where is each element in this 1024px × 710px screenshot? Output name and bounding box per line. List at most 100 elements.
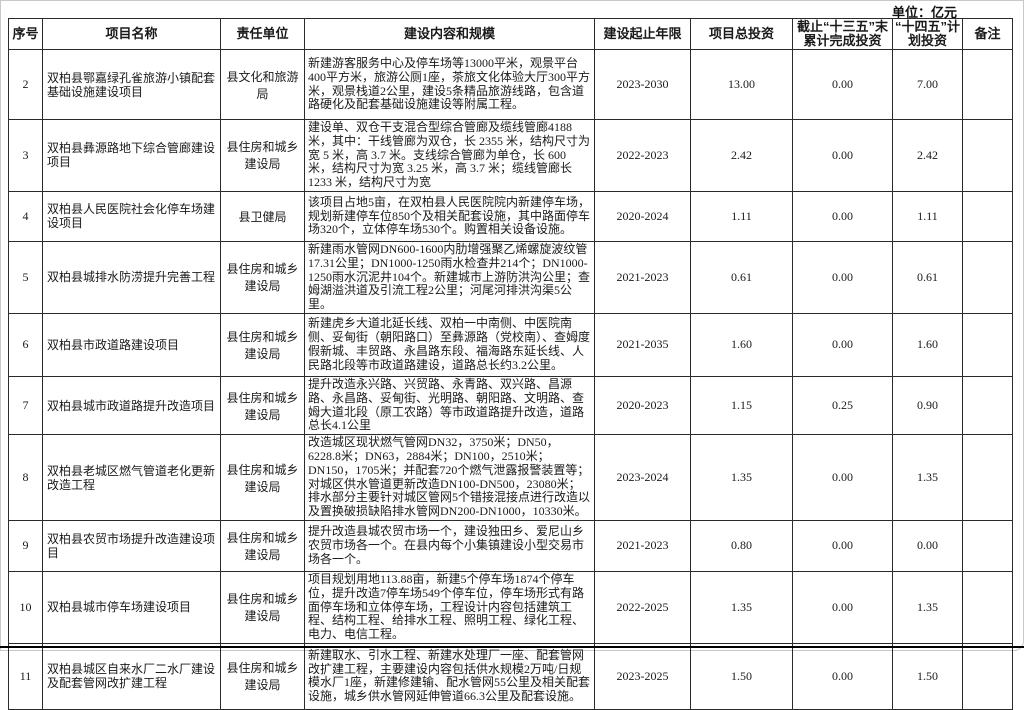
note-cell [962,570,1013,644]
planned-investment-cell: 0.00 [892,519,963,572]
seq-cell: 6 [8,312,43,377]
planned-investment-cell: 1.60 [892,312,963,377]
total-investment-cell: 1.15 [690,375,793,436]
table-row: 7 双柏县城市政道路提升改造项目 县住房和城乡建设局 提升改造永兴路、兴贸路、永… [8,375,1013,436]
seq-cell: 10 [8,570,43,644]
project-name-cell: 双柏县城市停车场建设项目 [42,570,221,644]
completed-investment-cell: 0.25 [792,375,893,436]
planned-investment-cell: 1.35 [892,434,963,521]
header-years: 建设起止年限 [594,18,691,50]
note-cell [962,519,1013,572]
header-completed-investment: 截止“十三五”末累计完成投资 [792,18,893,50]
completed-investment-cell: 0.00 [792,119,893,192]
unit-label: 单位：亿元 [892,5,958,20]
years-cell: 2021-2023 [594,240,691,314]
note-cell [962,49,1013,120]
completed-investment-cell: 0.00 [792,49,893,120]
table-row: 4 双柏县人民医院社会化停车场建设项目 县卫健局 该项目占地5亩，在双柏县人民医… [8,190,1013,242]
header-content-scale: 建设内容和规模 [304,18,595,50]
header-seq: 序号 [8,18,43,50]
years-cell: 2023-2024 [594,434,691,521]
project-name-cell: 双柏县农贸市场提升改造建设项目 [42,519,221,572]
total-investment-cell: 0.80 [690,519,793,572]
table-row: 11 双柏县城区自来水厂二水厂建设及配套管网改扩建工程 县住房和城乡建设局 新建… [8,642,1013,710]
responsible-unit-cell: 县文化和旅游局 [220,49,305,120]
completed-investment-cell: 0.00 [792,240,893,314]
years-cell: 2023-2030 [594,49,691,120]
seq-cell: 3 [8,119,43,192]
seq-cell: 2 [8,49,43,120]
responsible-unit-cell: 县住房和城乡建设局 [220,240,305,314]
project-name-cell: 双柏县老城区燃气管道老化更新改造工程 [42,434,221,521]
content-cell: 新建取水、引水工程、新建水处理厂一座、配套管网改扩建工程，主要建设内容包括供水规… [304,642,595,710]
content-cell: 新建虎乡大道北延长线、双柏一中南侧、中医院南侧、妥甸街（朝阳路口）至彝源路（党校… [304,312,595,377]
years-cell: 2021-2023 [594,519,691,572]
responsible-unit-cell: 县住房和城乡建设局 [220,375,305,436]
note-cell [962,312,1013,377]
table-row: 9 双柏县农贸市场提升改造建设项目 县住房和城乡建设局 提升改造县城农贸市场一个… [8,519,1013,572]
years-cell: 2021-2035 [594,312,691,377]
completed-investment-cell: 0.00 [792,312,893,377]
header-project-name: 项目名称 [42,18,221,50]
responsible-unit-cell: 县住房和城乡建设局 [220,519,305,572]
content-cell: 改造城区现状燃气管网DN32，3750米；DN50，6228.8米；DN63，2… [304,434,595,521]
total-investment-cell: 1.35 [690,434,793,521]
seq-cell: 9 [8,519,43,572]
total-investment-cell: 13.00 [690,49,793,120]
project-table: 序号 项目名称 责任单位 建设内容和规模 建设起止年限 项目总投资 截止“十三五… [8,18,1013,710]
seq-cell: 11 [8,642,43,710]
table-row: 2 双柏县鄂嘉绿孔雀旅游小镇配套基础设施建设项目 县文化和旅游局 新建游客服务中… [8,49,1013,120]
project-name-cell: 双柏县城区自来水厂二水厂建设及配套管网改扩建工程 [42,642,221,710]
total-investment-cell: 1.35 [690,570,793,644]
years-cell: 2020-2024 [594,190,691,242]
content-cell: 建设单、双仓干支混合型综合管廊及缆线管廊4188米，其中：干线管廊为双仓，长 2… [304,119,595,192]
completed-investment-cell: 0.00 [792,519,893,572]
planned-investment-cell: 1.11 [892,190,963,242]
planned-investment-cell: 0.61 [892,240,963,314]
table-row: 3 双柏县彝源路地下综合管廊建设项目 县住房和城乡建设局 建设单、双仓干支混合型… [8,119,1013,192]
content-cell: 提升改造县城农贸市场一个，建设独田乡、爱尼山乡农贸市场各一个。在县内每个小集镇建… [304,519,595,572]
planned-investment-cell: 0.90 [892,375,963,436]
note-cell [962,190,1013,242]
years-cell: 2022-2025 [594,570,691,644]
project-name-cell: 双柏县彝源路地下综合管廊建设项目 [42,119,221,192]
bottom-divider [0,646,1024,648]
planned-investment-cell: 2.42 [892,119,963,192]
content-cell: 新建雨水管网DN600-1600内肋增强聚乙烯螺旋波纹管17.31公里；DN10… [304,240,595,314]
responsible-unit-cell: 县卫健局 [220,190,305,242]
planned-investment-cell: 1.35 [892,570,963,644]
seq-cell: 7 [8,375,43,436]
total-investment-cell: 1.11 [690,190,793,242]
total-investment-cell: 0.61 [690,240,793,314]
responsible-unit-cell: 县住房和城乡建设局 [220,119,305,192]
completed-investment-cell: 0.00 [792,190,893,242]
project-name-cell: 双柏县城市政道路提升改造项目 [42,375,221,436]
content-cell: 新建游客服务中心及停车场等13000平米，观景平台400平方米，旅游公厕1座，茶… [304,49,595,120]
project-name-cell: 双柏县市政道路建设项目 [42,312,221,377]
project-name-cell: 双柏县人民医院社会化停车场建设项目 [42,190,221,242]
completed-investment-cell: 0.00 [792,570,893,644]
total-investment-cell: 2.42 [690,119,793,192]
note-cell [962,434,1013,521]
project-name-cell: 双柏县城排水防涝提升完善工程 [42,240,221,314]
header-note: 备注 [962,18,1013,50]
table-row: 8 双柏县老城区燃气管道老化更新改造工程 县住房和城乡建设局 改造城区现状燃气管… [8,434,1013,521]
content-cell: 提升改造永兴路、兴贸路、永青路、双兴路、昌源路、永昌路、妥甸街、光明路、朝阳路、… [304,375,595,436]
total-investment-cell: 1.60 [690,312,793,377]
header-total-investment: 项目总投资 [690,18,793,50]
note-cell [962,642,1013,710]
years-cell: 2022-2023 [594,119,691,192]
total-investment-cell: 1.50 [690,642,793,710]
years-cell: 2023-2025 [594,642,691,710]
content-cell: 该项目占地5亩，在双柏县人民医院院内新建停车场，规划新建停车位850个及相关配套… [304,190,595,242]
planned-investment-cell: 1.50 [892,642,963,710]
note-cell [962,119,1013,192]
completed-investment-cell: 0.00 [792,642,893,710]
project-name-cell: 双柏县鄂嘉绿孔雀旅游小镇配套基础设施建设项目 [42,49,221,120]
note-cell [962,240,1013,314]
years-cell: 2020-2023 [594,375,691,436]
seq-cell: 5 [8,240,43,314]
header-responsible-unit: 责任单位 [220,18,305,50]
responsible-unit-cell: 县住房和城乡建设局 [220,434,305,521]
seq-cell: 4 [8,190,43,242]
